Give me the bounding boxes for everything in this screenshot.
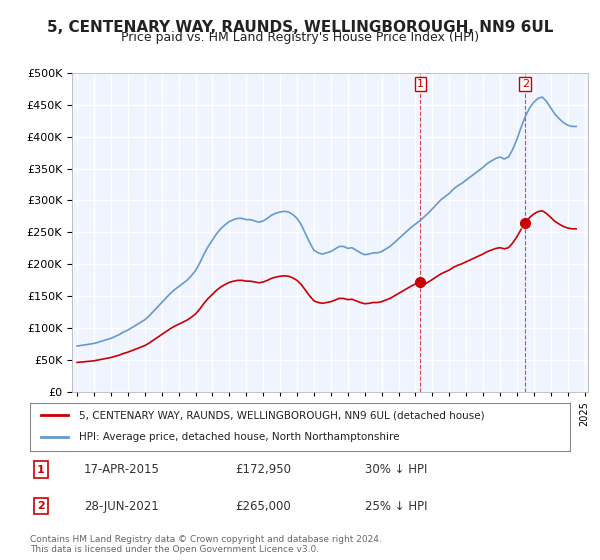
Text: Price paid vs. HM Land Registry's House Price Index (HPI): Price paid vs. HM Land Registry's House … — [121, 31, 479, 44]
Text: 28-JUN-2021: 28-JUN-2021 — [84, 500, 159, 512]
Text: HPI: Average price, detached house, North Northamptonshire: HPI: Average price, detached house, Nort… — [79, 432, 399, 441]
Text: 2: 2 — [37, 501, 44, 511]
Text: Contains HM Land Registry data © Crown copyright and database right 2024.
This d: Contains HM Land Registry data © Crown c… — [30, 535, 382, 554]
Text: 25% ↓ HPI: 25% ↓ HPI — [365, 500, 427, 512]
Text: £172,950: £172,950 — [235, 463, 291, 476]
Text: 30% ↓ HPI: 30% ↓ HPI — [365, 463, 427, 476]
Text: £265,000: £265,000 — [235, 500, 291, 512]
Text: 2: 2 — [521, 79, 529, 89]
Text: 1: 1 — [417, 79, 424, 89]
Text: 5, CENTENARY WAY, RAUNDS, WELLINGBOROUGH, NN9 6UL (detached house): 5, CENTENARY WAY, RAUNDS, WELLINGBOROUGH… — [79, 410, 484, 420]
Text: 17-APR-2015: 17-APR-2015 — [84, 463, 160, 476]
Text: 1: 1 — [37, 465, 44, 475]
Text: 5, CENTENARY WAY, RAUNDS, WELLINGBOROUGH, NN9 6UL: 5, CENTENARY WAY, RAUNDS, WELLINGBOROUGH… — [47, 20, 553, 35]
